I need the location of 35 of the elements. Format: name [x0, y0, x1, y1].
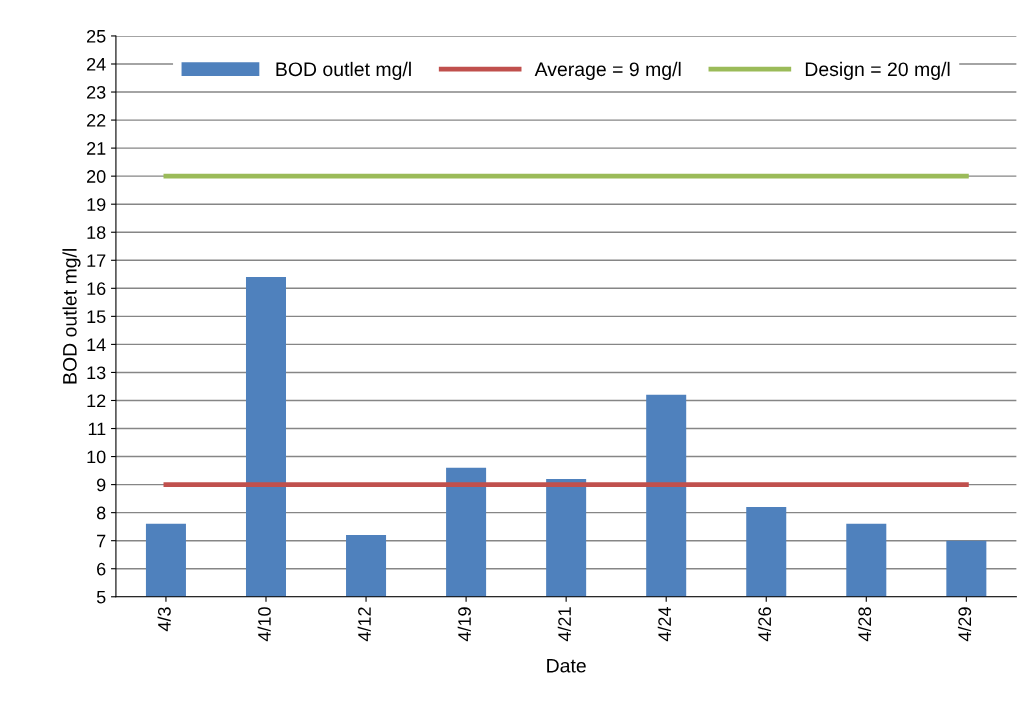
y-tick-label: 19 [87, 198, 106, 211]
y-tick-label: 5 [96, 590, 106, 604]
y-tick-label: 18 [87, 226, 106, 239]
x-tick-label: 4/28 [857, 607, 872, 642]
x-tick-label: 4/26 [757, 607, 772, 642]
y-tick-label: 10 [87, 450, 106, 464]
y-tick-label: 12 [87, 394, 106, 408]
y-tick-label: 9 [97, 478, 106, 492]
y-tick-label: 23 [87, 85, 106, 99]
y-tick-label: 21 [87, 142, 106, 155]
y-tick-label: 17 [87, 254, 106, 267]
y-tick-label: 22 [87, 114, 106, 127]
y-tick-label: 14 [87, 338, 106, 351]
y-tick-label: 13 [87, 366, 106, 380]
y-tick-label: 8 [96, 506, 106, 520]
y-tick-label: 11 [88, 422, 106, 436]
y-tick-label: 20 [87, 170, 106, 183]
legend-label: Average = 9 mg/l [534, 61, 681, 80]
x-tick-label: 4/10 [257, 607, 271, 642]
y-tick-label: 15 [87, 310, 106, 324]
legend-label: Design = 20 mg/l [805, 61, 950, 80]
x-axis-title: Date [547, 659, 586, 673]
x-tick-label: 4/21 [557, 607, 571, 642]
x-tick-label: 4/19 [457, 607, 471, 642]
y-axis-title: BOD outlet mg/l [62, 249, 81, 384]
y-tick-label: 25 [87, 29, 106, 43]
x-tick-label: 4/29 [957, 607, 972, 642]
x-tick-label: 4/24 [657, 607, 672, 642]
x-tick-label: 4/3 [157, 607, 171, 632]
y-tick-label: 7 [97, 534, 106, 548]
legend-label: BOD outlet mg/l [276, 61, 411, 80]
y-tick-label: 6 [97, 562, 106, 576]
x-tick-label: 4/12 [357, 607, 371, 642]
y-tick-label: 24 [87, 57, 106, 71]
y-tick-label: 16 [87, 282, 106, 296]
